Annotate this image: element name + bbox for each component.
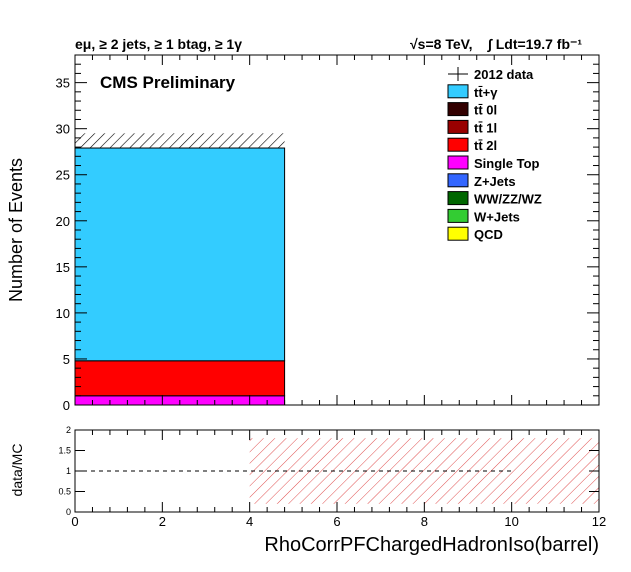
legend: 2012 data tt̄+γ tt̄ 0l tt̄ 1l tt̄ 2l Single T… xyxy=(447,67,542,242)
ratio-plot-marks xyxy=(75,438,599,504)
cms-banner: CMS Preliminary xyxy=(100,73,236,92)
ratio-x-tick-label: 12 xyxy=(592,514,606,529)
header-energy: √s=8 TeV, xyxy=(410,36,473,52)
main-y-tick-label: 15 xyxy=(56,260,70,275)
legend-label-tt-1l: tt̄ 1l xyxy=(474,120,497,135)
bar-tt--0 xyxy=(74,147,286,362)
main-y-tick-label: 20 xyxy=(56,214,70,229)
main-y-tick-label: 25 xyxy=(56,168,70,183)
main-plot-marks xyxy=(74,133,286,406)
ratio-y-tick-label: 0 xyxy=(66,507,71,517)
legend-swatch-qcd xyxy=(447,226,469,241)
mc-uncertainty-band-0 xyxy=(75,133,285,149)
legend-swatch-tt xyxy=(447,84,469,99)
ratio-y-tick-label: 1 xyxy=(66,466,71,476)
legend-swatch-single-top xyxy=(447,155,469,170)
header-lumi: ∫ Ldt=19.7 fb⁻¹ xyxy=(487,36,582,53)
legend-label-qcd: QCD xyxy=(474,227,503,242)
ratio-x-tick-label: 4 xyxy=(246,514,253,529)
ratio-y-axis: 0 0.5 1 1.5 2 xyxy=(58,425,599,517)
ratio-x-tick-label: 0 xyxy=(71,514,78,529)
legend-swatch-w-jets xyxy=(447,208,469,223)
legend-label-tt: tt̄+γ xyxy=(474,85,498,100)
header-left: eμ, ≥ 2 jets, ≥ 1 btag, ≥ 1γ xyxy=(75,36,242,52)
main-y-tick-label: 0 xyxy=(63,398,70,413)
main-y-tick-label: 10 xyxy=(56,306,70,321)
legend-label-2012-data: 2012 data xyxy=(474,67,534,82)
ratio-x-tick-label: 6 xyxy=(333,514,340,529)
main-y-tick-label: 30 xyxy=(56,122,70,137)
legend-label-tt-2l: tt̄ 2l xyxy=(474,138,497,153)
main-x-axis-ticks xyxy=(74,55,600,405)
ratio-y-axis-label: data/MC xyxy=(9,444,25,497)
main-y-tick-label: 35 xyxy=(56,76,70,91)
ratio-x-tick-label: 2 xyxy=(159,514,166,529)
main-y-axis-label: Number of Events xyxy=(6,158,26,302)
legend-swatch-tt-2l xyxy=(447,137,469,152)
legend-label-w-jets: W+Jets xyxy=(474,209,520,224)
legend-swatch-tt-0l xyxy=(447,102,469,117)
ratio-y-tick-label: 2 xyxy=(66,425,71,435)
main-y-tick-label: 5 xyxy=(63,352,70,367)
legend-label-tt-0l: tt̄ 0l xyxy=(474,103,497,118)
legend-swatch-tt-1l xyxy=(447,119,469,134)
ratio-x-axis: 0 2 4 6 8 10 12 xyxy=(71,430,606,529)
legend-swatch-ww-zz-wz xyxy=(447,191,469,206)
ratio-y-tick-label: 1.5 xyxy=(58,446,71,456)
legend-swatch-z-jets xyxy=(447,173,469,188)
bar-tt-2l-0 xyxy=(74,360,286,397)
legend-label-z-jets: Z+Jets xyxy=(474,174,516,189)
ratio-x-tick-label: 8 xyxy=(421,514,428,529)
x-axis-label: RhoCorrPFChargedHadronIso(barrel) xyxy=(264,534,599,556)
ratio-y-tick-label: 0.5 xyxy=(58,487,71,497)
main-y-axis: 0 5 10 15 20 25 30 35 xyxy=(56,54,599,413)
legend-label-single-top: Single Top xyxy=(474,156,540,171)
legend-label-ww-zz-wz: WW/ZZ/WZ xyxy=(474,192,542,207)
ratio-x-tick-label: 10 xyxy=(504,514,518,529)
